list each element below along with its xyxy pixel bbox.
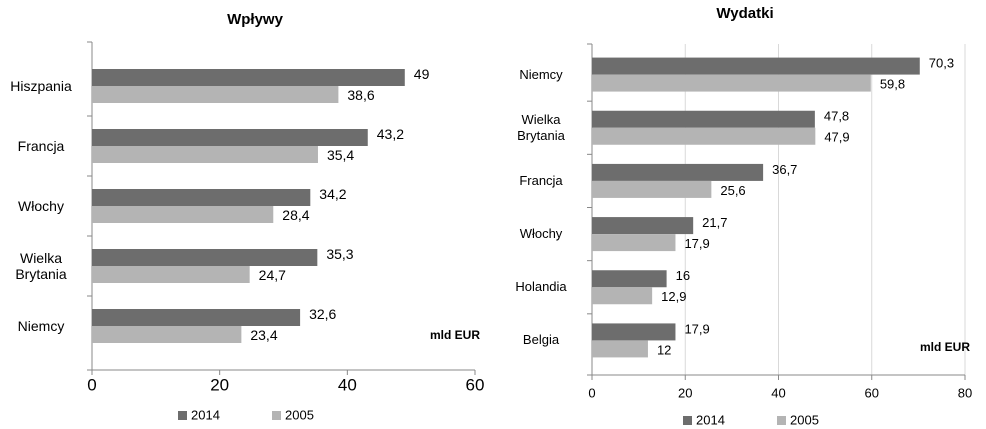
y-tick-label: Francja [17, 138, 65, 154]
bar [92, 86, 339, 103]
data-label: 17,9 [684, 236, 709, 251]
data-label: 32,6 [309, 306, 336, 322]
y-tick-label: Hiszpania [10, 78, 72, 94]
unit-label: mld EUR [430, 328, 480, 342]
data-label: 35,3 [326, 246, 353, 262]
bar [592, 287, 653, 305]
category-label-box: Francja [519, 172, 563, 188]
bar [592, 163, 764, 181]
data-label: 25,6 [720, 183, 745, 198]
data-label: 36,7 [772, 162, 797, 177]
y-tick-label: Wielka Brytania [15, 250, 67, 282]
data-label: 70,3 [929, 56, 954, 71]
data-label: 43,2 [377, 126, 404, 142]
bar [592, 234, 676, 252]
y-tick-label: Belgia [522, 332, 560, 348]
legend-swatch [272, 411, 281, 420]
category-label-box: Belgia [522, 332, 560, 348]
bar [92, 326, 242, 343]
x-tick-label: 20 [678, 385, 692, 400]
category-label-box: Wielka Brytania [517, 111, 565, 143]
x-tick-label: 60 [466, 375, 485, 394]
legend-label: 2005 [285, 407, 314, 422]
x-tick-label: 20 [210, 375, 229, 394]
category-label-box: Włochy [18, 198, 64, 214]
data-label: 47,8 [824, 109, 849, 124]
y-tick-label: Niemcy [17, 318, 65, 334]
bar [92, 206, 274, 223]
bar [592, 270, 667, 288]
y-tick-label: Wielka Brytania [517, 111, 565, 143]
data-label: 23,4 [250, 327, 277, 343]
y-tick-label: Francja [519, 172, 563, 188]
data-label: 17,9 [684, 321, 709, 336]
x-tick-label: 0 [87, 375, 96, 394]
bar [592, 127, 816, 145]
data-label: 12,9 [661, 289, 686, 304]
x-tick-label: 0 [588, 385, 595, 400]
data-label: 35,4 [327, 147, 354, 163]
data-label: 47,9 [824, 130, 849, 145]
bar [92, 189, 311, 206]
x-tick-label: 80 [958, 385, 972, 400]
legend-label: 2014 [191, 407, 220, 422]
bar [92, 249, 318, 266]
y-tick-label: Włochy [18, 198, 64, 214]
chart-title: Wydatki [716, 5, 773, 22]
chart-title: Wpływy [227, 11, 283, 28]
category-label-box: Niemcy [17, 318, 65, 334]
legend-label: 2014 [696, 412, 725, 427]
category-label-box: Holandia [515, 279, 567, 295]
unit-label: mld EUR [920, 340, 970, 354]
x-tick-label: 60 [865, 385, 879, 400]
legend-label: 2005 [790, 412, 819, 427]
x-tick-label: 40 [771, 385, 785, 400]
bar [92, 69, 405, 86]
data-label: 24,7 [259, 267, 286, 283]
bar [592, 323, 676, 341]
data-label: 28,4 [282, 207, 309, 223]
legend-swatch [777, 416, 786, 425]
bar [592, 180, 712, 198]
data-label: 16 [676, 268, 690, 283]
category-label-box: Wielka Brytania [15, 250, 67, 282]
bar [592, 57, 920, 75]
bar [92, 309, 301, 326]
y-tick-label: Włochy [519, 226, 563, 242]
x-tick-label: 40 [338, 375, 357, 394]
data-label: 59,8 [880, 77, 905, 92]
category-label-box: Włochy [519, 226, 563, 242]
bar [92, 146, 318, 163]
category-label-box: Niemcy [519, 66, 563, 82]
data-label: 49 [414, 66, 430, 82]
data-label: 21,7 [702, 215, 727, 230]
data-label: 34,2 [319, 186, 346, 202]
bar [92, 129, 368, 146]
legend-swatch [178, 411, 187, 420]
y-tick-label: Holandia [515, 279, 567, 295]
bar [592, 110, 815, 128]
bar [92, 266, 250, 283]
data-label: 38,6 [347, 87, 374, 103]
bar [592, 217, 694, 235]
bar [592, 74, 871, 92]
y-tick-label: Niemcy [519, 66, 563, 82]
data-label: 12 [657, 342, 671, 357]
legend-swatch [683, 416, 692, 425]
category-label-box: Hiszpania [10, 78, 72, 94]
bar [592, 340, 648, 358]
category-label-box: Francja [17, 138, 65, 154]
